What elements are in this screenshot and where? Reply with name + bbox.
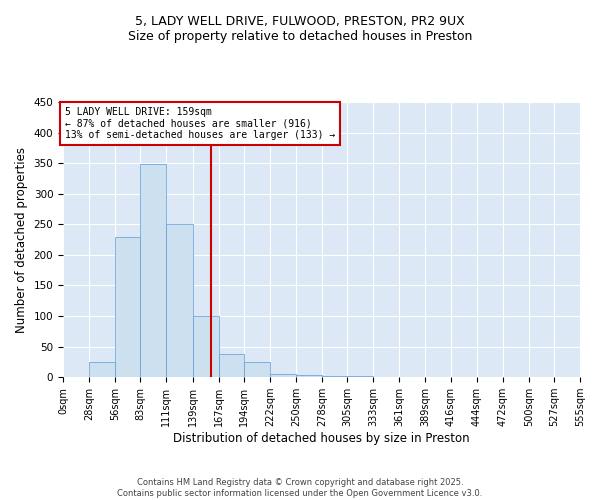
Bar [296,376,322,377]
Text: 5 LADY WELL DRIVE: 159sqm
← 87% of detached houses are smaller (916)
13% of semi: 5 LADY WELL DRIVE: 159sqm ← 87% of detac… [65,107,335,140]
Bar [115,236,140,377]
Bar [270,374,296,377]
Bar [373,376,399,377]
Bar [193,316,218,377]
X-axis label: Distribution of detached houses by size in Preston: Distribution of detached houses by size … [173,432,470,445]
Text: 5, LADY WELL DRIVE, FULWOOD, PRESTON, PR2 9UX
Size of property relative to detac: 5, LADY WELL DRIVE, FULWOOD, PRESTON, PR… [128,15,472,43]
Bar [89,362,115,377]
Bar [218,354,244,377]
Bar [425,376,451,377]
Bar [399,376,425,377]
Bar [554,376,580,377]
Bar [140,164,166,377]
Bar [63,376,89,377]
Bar [322,376,347,377]
Bar [347,376,373,377]
Bar [451,376,476,377]
Text: Contains HM Land Registry data © Crown copyright and database right 2025.
Contai: Contains HM Land Registry data © Crown c… [118,478,482,498]
Y-axis label: Number of detached properties: Number of detached properties [15,146,28,332]
Bar [166,224,193,377]
Bar [244,362,270,377]
